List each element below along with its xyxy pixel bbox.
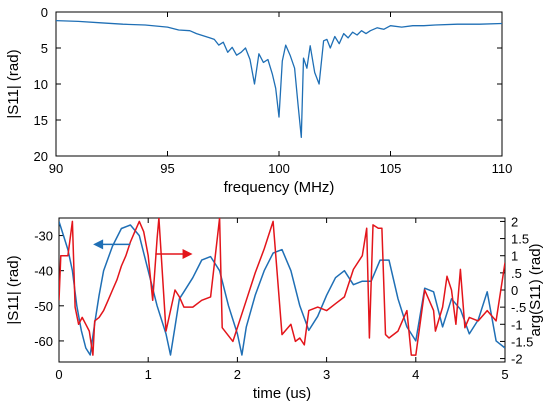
bottom-x-tick-label: 5 (501, 367, 508, 382)
bottom-x-tick-label: 1 (145, 367, 152, 382)
right-axis-arrowhead-icon (182, 249, 193, 259)
top-x-tick-label: 95 (160, 161, 174, 176)
bottom-x-axis-label: time (us) (253, 385, 311, 402)
top-y-tick-label: 20 (34, 149, 48, 164)
bottom-blue-series-line (59, 221, 505, 356)
bottom-x-tick-label: 2 (234, 367, 241, 382)
top-y-tick-label: 15 (34, 113, 48, 128)
left-axis-arrowhead-icon (93, 239, 104, 250)
bottom-y2-tick-label: .5 (511, 266, 522, 281)
bottom-y-tick-label: -60 (34, 334, 53, 349)
bottom-y-tick-label: -40 (34, 264, 53, 279)
top-plot-area: 90 95 100 105 110 0 5 10 15 20 (34, 5, 513, 176)
top-y-tick-label: 10 (34, 77, 48, 92)
bottom-x-tick-label: 3 (323, 367, 330, 382)
bottom-y2-tick-label: -.5 (511, 300, 526, 315)
top-y-axis-label: |S11| (rad) (5, 49, 22, 118)
top-x-tick-label: 110 (492, 161, 513, 176)
top-x-tick-label: 105 (380, 161, 402, 176)
top-x-tick-label: 90 (49, 161, 63, 176)
bottom-y2-axis-label: arg(S11) (rad) (527, 243, 544, 336)
bottom-y2-tick-label: 1.5 (511, 232, 529, 247)
bottom-y-tick-label: -50 (34, 299, 53, 314)
top-y-tick-label: 0 (41, 5, 48, 20)
bottom-y-tick-label: -30 (34, 229, 53, 244)
top-x-tick-label: 100 (268, 161, 290, 176)
bottom-plot-frame (58, 217, 506, 363)
top-y-tick-label: 5 (41, 41, 48, 56)
top-series-line (55, 19, 503, 138)
bottom-y2-tick-label: -2 (511, 352, 523, 367)
top-x-axis-label: frequency (MHz) (224, 179, 335, 196)
top-plot-frame (55, 11, 503, 157)
bottom-y2-tick-label: 2 (511, 214, 518, 229)
bottom-y2-tick-label: 1 (511, 249, 518, 264)
bottom-x-tick-label: 0 (55, 367, 62, 382)
bottom-y2-tick-label: -1.5 (511, 334, 533, 349)
bottom-y2-tick-label: -1 (511, 317, 523, 332)
bottom-x-tick-label: 4 (412, 367, 419, 382)
bottom-y-axis-label: |S11| (rad) (5, 255, 22, 324)
bottom-y2-tick-label: 0 (511, 283, 518, 298)
bottom-red-series-line (59, 218, 505, 356)
